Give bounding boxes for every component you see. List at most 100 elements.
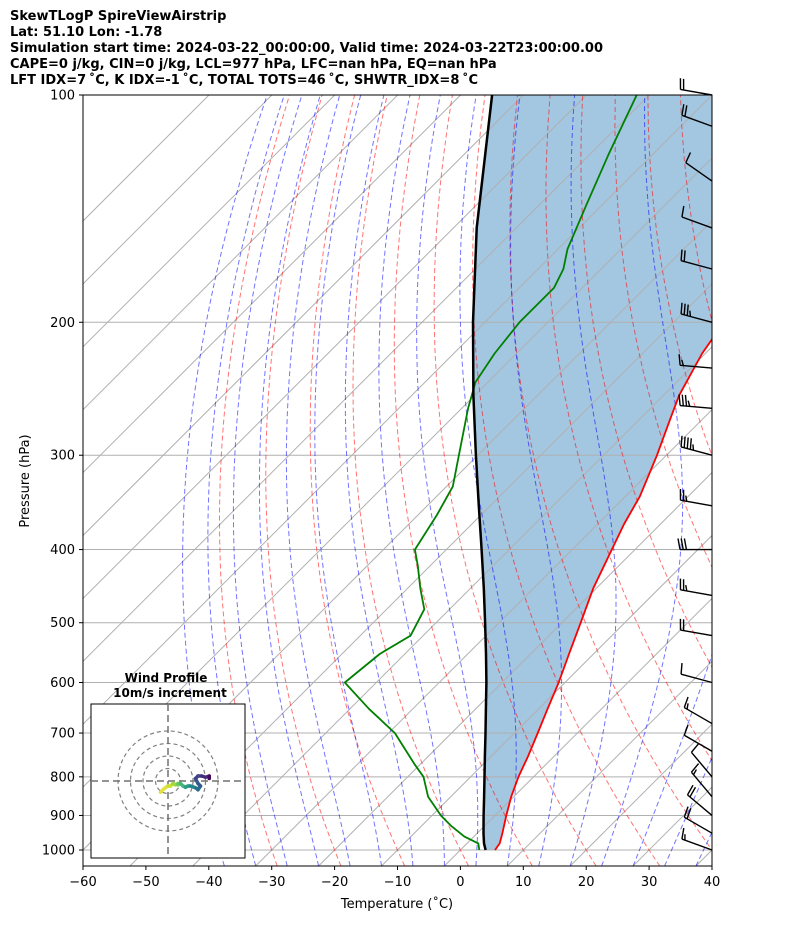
chart-title: SkewTLogP SpireViewAirstrip: [10, 9, 227, 24]
dry-adiabat: [713, 95, 794, 866]
wind-barb-shaft: [680, 499, 713, 507]
x-tick-label: −40: [195, 875, 222, 890]
isotherm-line: [381, 534, 712, 866]
y-tick-label: 100: [50, 89, 75, 104]
x-tick-label: −30: [258, 875, 285, 890]
wind-barb-flag: [686, 437, 689, 449]
wind-barb-shaft: [680, 313, 713, 323]
x-tick-label: 30: [641, 875, 658, 890]
wind-barb-shaft: [681, 216, 713, 229]
time-line: Simulation start time: 2024-03-22_00:00:…: [10, 41, 603, 56]
wind-barb-shaft: [680, 629, 713, 637]
wind-barb-flag: [681, 104, 685, 116]
wind-barb: [683, 724, 713, 752]
isotherm-line: [255, 408, 712, 866]
moist-adiabat: [632, 653, 712, 866]
wind-barb-shaft: [680, 88, 713, 96]
wind-barb: [680, 249, 713, 270]
moist-adiabat: [601, 95, 684, 866]
wind-barb-flag: [681, 394, 685, 406]
dry-adiabat: [265, 95, 342, 866]
wind-barb-flag: [689, 310, 692, 317]
wind-barb-shaft: [681, 838, 713, 851]
isotherm-line: [83, 95, 336, 348]
wind-barb-shaft: [683, 734, 713, 752]
wind-barb: [680, 663, 713, 684]
wind-barb: [679, 78, 713, 96]
isotherm-line: [83, 95, 461, 474]
wind-barb-shaft: [690, 751, 713, 778]
wind-barb: [679, 489, 713, 507]
wind-barb-flag: [689, 438, 692, 450]
wind-barb-flag: [683, 696, 689, 708]
wind-barb-flag: [686, 784, 694, 796]
wind-barb-flag: [680, 663, 683, 675]
parcel-profile-line: [471, 95, 494, 851]
wind-barb-shaft: [680, 446, 713, 456]
dry-adiabat: [580, 95, 712, 669]
x-tick-label: −60: [69, 875, 96, 890]
wind-barb: [681, 104, 713, 127]
wind-barb-flag: [685, 152, 692, 163]
y-tick-label: 1000: [42, 844, 75, 859]
moist-adiabat: [569, 95, 617, 866]
hodograph-title: Wind Profile: [125, 671, 208, 685]
y-axis-label: Pressure (hPa): [18, 434, 33, 527]
isotherm-line: [318, 471, 712, 866]
y-tick-label: 500: [50, 616, 75, 631]
dry-adiabat: [309, 95, 406, 866]
dry-adiabat: [545, 95, 712, 762]
dry-adiabat: [433, 95, 597, 866]
y-tick-label: 200: [50, 316, 75, 331]
cin-shaded-area: [473, 95, 712, 850]
wind-barb-flag: [680, 435, 683, 448]
wind-barb-shaft: [683, 816, 713, 834]
x-tick-label: −10: [384, 875, 411, 890]
wind-barb: [680, 435, 713, 456]
moist-adiabat: [314, 95, 382, 866]
y-tick-label: 700: [50, 727, 75, 742]
wind-barb-flag: [681, 205, 685, 218]
chart-header: SkewTLogP SpireViewAirstrip Lat: 51.10 L…: [10, 9, 603, 89]
location-line: Lat: 51.10 Lon: -1.78: [10, 25, 163, 40]
y-tick-label: 800: [50, 770, 75, 785]
x-tick-label: −20: [321, 875, 348, 890]
wind-barb-flag: [680, 302, 683, 315]
wind-barb-flag: [692, 769, 698, 776]
isotherm-line: [83, 95, 399, 411]
wind-barb: [677, 538, 712, 551]
wind-barb-shaft: [680, 589, 713, 597]
x-tick-label: 40: [704, 875, 721, 890]
wind-barb-flag: [678, 354, 681, 366]
isotherm-line: [129, 283, 712, 866]
x-tick-label: −50: [132, 875, 159, 890]
wind-barb-flag: [686, 703, 689, 710]
wind-barb: [679, 618, 713, 637]
dewpoint-profile-line: [343, 95, 638, 851]
y-tick-label: 400: [50, 543, 75, 558]
wind-barb-flag: [683, 724, 689, 736]
moist-adiabat: [416, 95, 479, 866]
wind-barb-flag: [677, 538, 681, 550]
moist-adiabat: [378, 95, 445, 866]
wind-barb-flag: [690, 763, 700, 773]
wind-barb-flag: [683, 806, 689, 818]
wind-barb-flag: [690, 743, 700, 753]
moist-adiabat: [459, 95, 517, 866]
moist-adiabat: [232, 95, 303, 866]
wind-barb: [690, 763, 713, 798]
indices-line-2: LFT IDX=7 ˚C, K IDX=-1 ˚C, TOTAL TOTS=46…: [10, 73, 478, 88]
y-tick-label: 600: [50, 676, 75, 691]
wind-barb: [680, 302, 713, 323]
temperature-profile-line: [494, 337, 712, 851]
wind-barb: [679, 578, 713, 597]
wind-barb-flag: [680, 249, 683, 261]
wind-barb-flag: [686, 808, 692, 820]
wind-barb-shaft: [680, 364, 713, 369]
wind-barb-flag: [689, 786, 697, 798]
x-tick-label: 20: [578, 875, 595, 890]
x-axis-label: Temperature (˚C): [340, 896, 453, 912]
wind-barb-shaft: [685, 162, 713, 182]
wind-barb-flag: [683, 436, 686, 448]
wind-barb: [683, 806, 713, 834]
